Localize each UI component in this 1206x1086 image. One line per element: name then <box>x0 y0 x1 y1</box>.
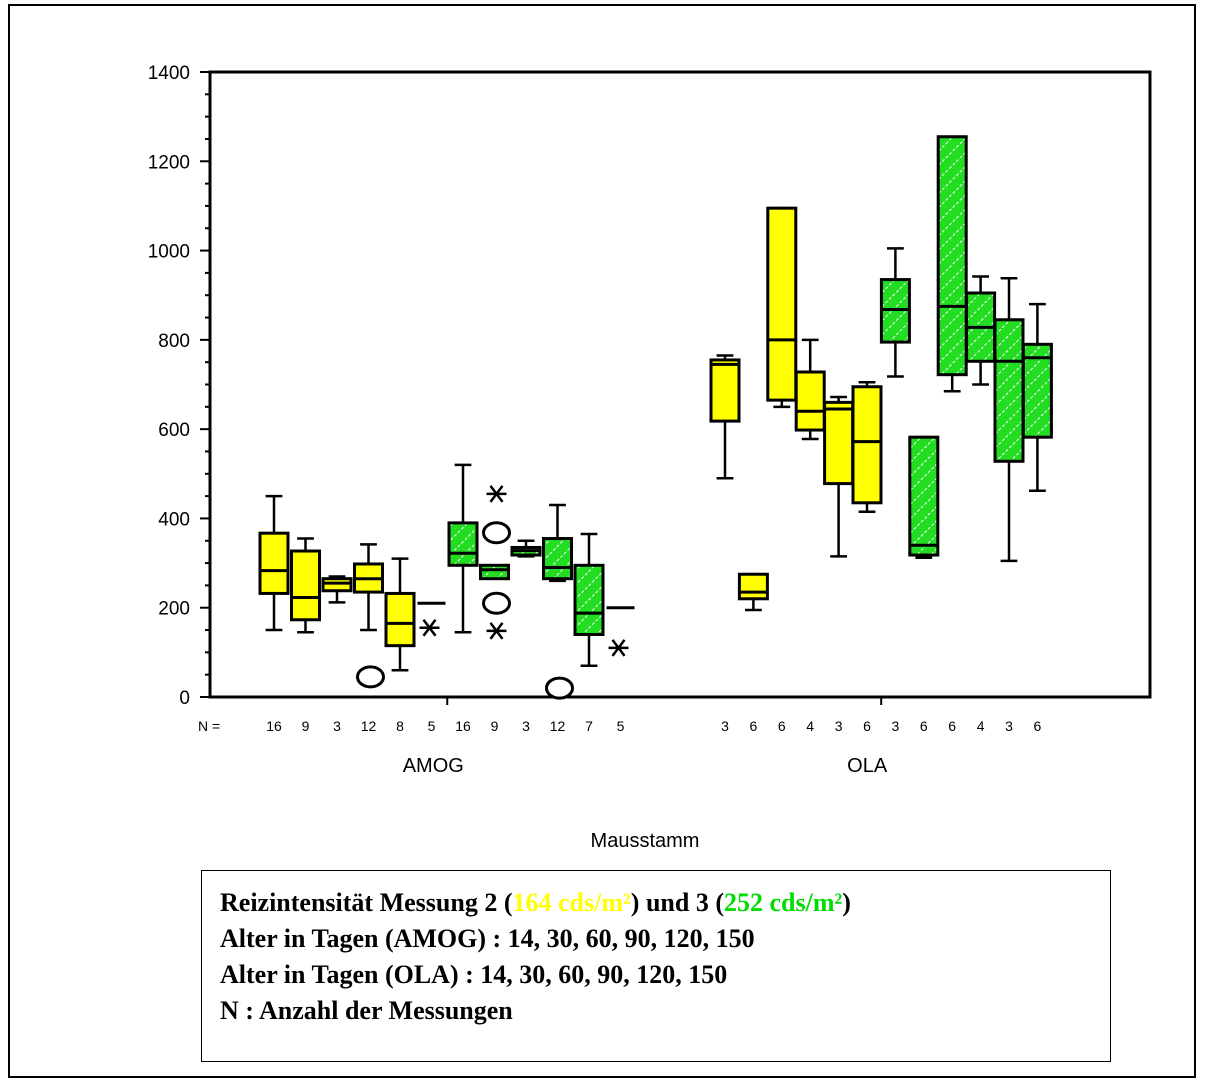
box <box>737 572 769 601</box>
box <box>766 206 798 402</box>
legend-box: Reizintensität Messung 2 (164 cds/m²) un… <box>201 870 1111 1062</box>
y-tick-label: 800 <box>158 331 190 352</box>
n-label: 6 <box>920 718 928 734</box>
outlier-star-stroke <box>489 485 504 503</box>
legend-green-intensity: 252 cds/m² <box>723 888 843 917</box>
boxplot-chart: 0 200 400 600 800 1000 1200 1400 16 9 3 12 8 5 16 9 3 12 7… <box>148 63 1152 852</box>
box <box>573 563 605 637</box>
box <box>908 435 940 557</box>
n-label: 6 <box>863 718 871 734</box>
y-tick-label: 400 <box>158 509 190 530</box>
n-label: 3 <box>892 718 900 734</box>
outlier-star-stroke <box>611 639 626 657</box>
n-label: 6 <box>750 718 758 734</box>
n-label: 5 <box>617 718 625 734</box>
group-label-ola: OLA <box>847 755 888 777</box>
group-label-amog: AMOG <box>403 755 464 777</box>
outlier-circle <box>545 676 574 700</box>
n-label: 5 <box>428 718 436 734</box>
box <box>290 549 321 622</box>
legend-line-age-ola: Alter in Tagen (OLA) : 14, 30, 60, 90, 1… <box>220 960 728 989</box>
box <box>936 135 968 377</box>
n-label: 3 <box>835 718 843 734</box>
n-label: 4 <box>977 718 985 734</box>
outlier-circle <box>356 665 385 689</box>
box <box>258 531 290 595</box>
box <box>447 521 479 567</box>
box <box>479 563 510 581</box>
box <box>321 577 353 593</box>
n-label: 3 <box>522 718 530 734</box>
box <box>542 537 573 581</box>
outlier-star-stroke <box>422 619 437 637</box>
box <box>823 400 855 486</box>
n-label: 16 <box>266 718 282 734</box>
legend-text: ) und 3 ( <box>630 888 724 917</box>
y-tick-label: 200 <box>158 599 190 620</box>
n-label: 7 <box>585 718 593 734</box>
n-label: 6 <box>1034 718 1042 734</box>
n-label: 12 <box>361 718 377 734</box>
n-label: 12 <box>550 718 566 734</box>
legend-yellow-intensity: 164 cds/m² <box>512 888 631 917</box>
n-label: 9 <box>302 718 310 734</box>
y-tick-label: 1000 <box>148 242 190 263</box>
n-label: 16 <box>455 718 471 734</box>
legend-line-age-amog: Alter in Tagen (AMOG) : 14, 30, 60, 90, … <box>220 924 755 953</box>
legend-line-intensity: Reizintensität Messung 2 (164 cds/m²) un… <box>220 885 1110 921</box>
y-tick-label: 1400 <box>148 63 190 84</box>
outlier-circle <box>482 591 511 615</box>
n-label: 3 <box>721 718 729 734</box>
box <box>851 385 883 505</box>
n-label: 3 <box>333 718 341 734</box>
box <box>993 318 1025 463</box>
n-label: 6 <box>948 718 956 734</box>
n-label: 8 <box>396 718 404 734</box>
legend-text: Reizintensität Messung 2 ( <box>220 888 513 917</box>
box <box>384 591 416 648</box>
n-equals-label: N = <box>198 718 220 734</box>
legend-line-n: N : Anzahl der Messungen <box>220 996 513 1025</box>
y-tick-label: 1200 <box>148 152 190 173</box>
n-label: 3 <box>1005 718 1013 734</box>
box <box>1021 342 1053 439</box>
n-label: 4 <box>806 718 814 734</box>
outlier-circle <box>482 521 511 545</box>
n-label: 6 <box>778 718 786 734</box>
legend-text: ) <box>842 888 851 917</box>
y-tick-label: 600 <box>158 420 190 441</box>
y-tick-label: 0 <box>179 688 190 709</box>
box <box>794 370 826 432</box>
x-axis-label: Mausstamm <box>591 830 700 852</box>
n-label: 9 <box>491 718 499 734</box>
outlier-star-stroke <box>489 622 504 640</box>
box <box>709 358 741 423</box>
